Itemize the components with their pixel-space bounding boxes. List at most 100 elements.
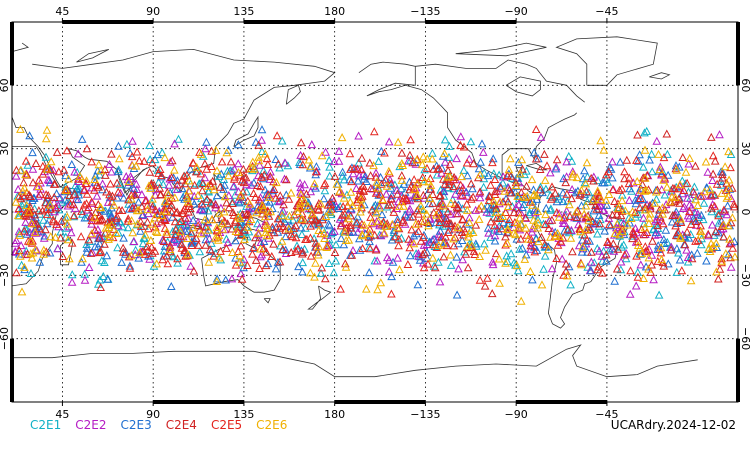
obs-marker: [305, 163, 315, 172]
obs-marker: [147, 219, 157, 228]
obs-marker: [38, 161, 48, 170]
obs-marker: [311, 258, 320, 267]
obs-marker: [109, 200, 119, 209]
obs-marker: [82, 176, 91, 185]
obs-marker: [706, 132, 716, 141]
obs-marker: [194, 240, 203, 249]
left-lat-label: 0: [0, 209, 11, 216]
obs-marker: [265, 171, 275, 180]
obs-marker: [231, 236, 240, 245]
obs-marker: [617, 196, 627, 205]
obs-marker: [365, 224, 375, 233]
obs-marker: [119, 233, 128, 242]
obs-marker: [41, 152, 51, 161]
obs-marker: [502, 170, 512, 179]
obs-marker: [725, 184, 735, 193]
obs-marker: [406, 182, 416, 191]
obs-marker: [495, 197, 505, 206]
obs-marker: [728, 213, 737, 222]
obs-marker: [725, 239, 735, 248]
obs-marker: [142, 200, 152, 209]
obs-marker: [90, 174, 99, 183]
obs-marker: [547, 182, 557, 191]
obs-marker: [324, 258, 334, 267]
obs-marker: [446, 250, 455, 259]
obs-marker: [701, 157, 711, 166]
frame-segment: [425, 20, 517, 24]
obs-marker: [708, 189, 718, 198]
obs-marker: [168, 212, 177, 221]
obs-marker: [157, 217, 166, 226]
obs-marker: [418, 152, 428, 161]
obs-marker: [82, 144, 92, 153]
obs-marker: [234, 198, 244, 207]
obs-marker: [670, 192, 680, 201]
obs-marker: [518, 164, 527, 173]
obs-marker: [357, 165, 366, 174]
obs-marker: [342, 190, 352, 199]
obs-marker: [373, 285, 382, 294]
obs-marker: [214, 208, 224, 217]
obs-marker: [501, 258, 510, 267]
obs-marker: [674, 184, 683, 193]
obs-marker: [680, 240, 690, 249]
obs-marker: [189, 199, 199, 208]
obs-marker: [220, 192, 230, 201]
obs-marker: [65, 254, 74, 263]
obs-marker: [212, 225, 222, 234]
obs-marker: [550, 188, 560, 197]
obs-marker: [538, 188, 547, 197]
obs-marker: [707, 220, 717, 229]
obs-marker: [531, 234, 541, 243]
obs-marker: [195, 247, 205, 256]
obs-marker: [111, 213, 121, 222]
obs-marker: [353, 227, 363, 236]
obs-marker: [422, 239, 432, 248]
obs-marker: [376, 278, 386, 287]
obs-marker: [271, 154, 281, 163]
obs-marker: [302, 189, 311, 198]
cuba-coast: [526, 162, 548, 171]
obs-marker: [527, 175, 537, 184]
obs-marker: [619, 218, 628, 227]
obs-marker: [696, 191, 706, 200]
obs-marker: [251, 192, 260, 201]
obs-marker: [348, 169, 358, 178]
obs-marker: [717, 256, 727, 265]
obs-marker: [635, 150, 644, 159]
obs-marker: [413, 280, 423, 289]
obs-marker: [724, 183, 733, 192]
obs-marker: [329, 157, 339, 166]
obs-marker: [438, 186, 448, 195]
obs-marker: [466, 137, 476, 146]
obs-marker: [197, 186, 207, 195]
obs-marker: [94, 182, 103, 191]
obs-marker: [269, 239, 278, 248]
obs-marker: [144, 209, 153, 218]
left-lat-label: 60: [0, 78, 11, 92]
obs-marker: [530, 220, 539, 229]
obs-marker: [459, 142, 469, 151]
obs-marker: [17, 200, 26, 209]
obs-marker: [475, 275, 485, 284]
obs-marker: [456, 132, 466, 141]
obs-marker: [137, 190, 147, 199]
obs-marker: [394, 241, 403, 250]
obs-marker: [280, 158, 290, 167]
obs-marker: [624, 195, 634, 204]
obs-marker: [663, 259, 673, 268]
obs-marker: [46, 232, 56, 241]
obs-marker: [203, 225, 213, 234]
obs-marker: [564, 151, 574, 160]
obs-marker: [380, 148, 389, 157]
obs-marker: [201, 144, 210, 153]
obs-marker: [340, 259, 350, 268]
obs-marker: [163, 190, 173, 199]
obs-marker: [438, 201, 448, 210]
obs-marker: [410, 184, 420, 193]
obs-marker: [544, 245, 553, 254]
obs-marker: [176, 231, 185, 240]
obs-marker: [111, 228, 121, 237]
obs-marker: [40, 231, 49, 240]
obs-marker: [394, 234, 404, 243]
